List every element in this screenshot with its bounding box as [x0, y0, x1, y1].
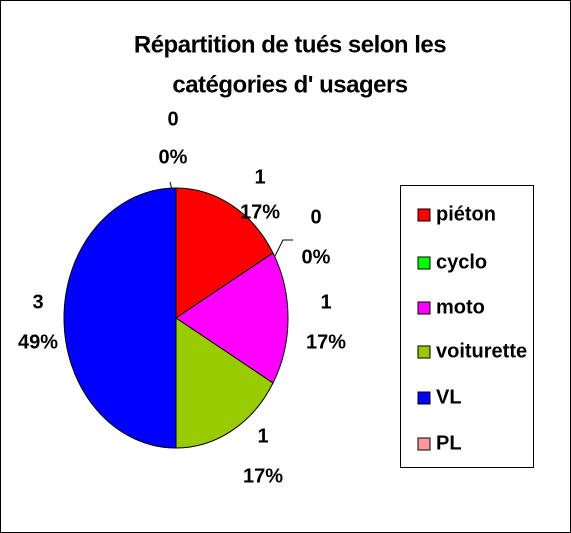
legend-swatch [417, 345, 431, 359]
data-label: 1 [254, 166, 265, 188]
percent-label: 17% [240, 201, 280, 223]
legend-swatch [417, 301, 431, 315]
legend-label: VL [436, 386, 462, 408]
legend-label: voiturette [436, 340, 527, 362]
data-label: 3 [32, 291, 43, 313]
percent-label: 17% [243, 465, 283, 487]
percent-label: 49% [18, 331, 58, 353]
legend-swatch [417, 256, 431, 270]
data-label: 1 [320, 291, 331, 313]
pie-slice [175, 317, 274, 449]
pie-slice [63, 187, 177, 449]
pie-slice [175, 252, 289, 384]
data-label: 0 [167, 108, 178, 130]
legend-swatch [417, 208, 431, 222]
data-label: 1 [257, 425, 268, 447]
chart-title: catégories d' usagers [172, 71, 407, 98]
legend-label: moto [436, 296, 485, 318]
legend-label: piéton [436, 203, 496, 225]
legend-swatch [417, 391, 431, 405]
chart-title: Répartition de tués selon les [134, 31, 446, 58]
percent-label: 0% [159, 146, 188, 168]
percent-label: 17% [306, 331, 346, 353]
legend-box [400, 185, 534, 468]
percent-label: 0% [302, 246, 331, 268]
data-label: 0 [310, 206, 321, 228]
legend-label: PL [436, 432, 462, 454]
pie-slice [175, 187, 274, 319]
legend-swatch [417, 437, 431, 451]
legend-label: cyclo [436, 251, 487, 273]
